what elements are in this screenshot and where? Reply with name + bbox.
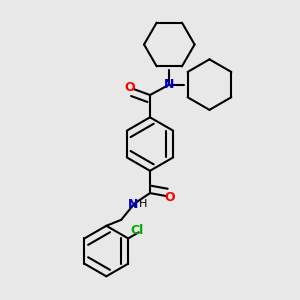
Text: N: N	[128, 199, 138, 212]
Text: O: O	[165, 191, 175, 204]
Text: H: H	[139, 199, 147, 209]
Text: O: O	[125, 81, 135, 94]
Text: N: N	[164, 78, 175, 91]
Text: Cl: Cl	[130, 224, 144, 237]
